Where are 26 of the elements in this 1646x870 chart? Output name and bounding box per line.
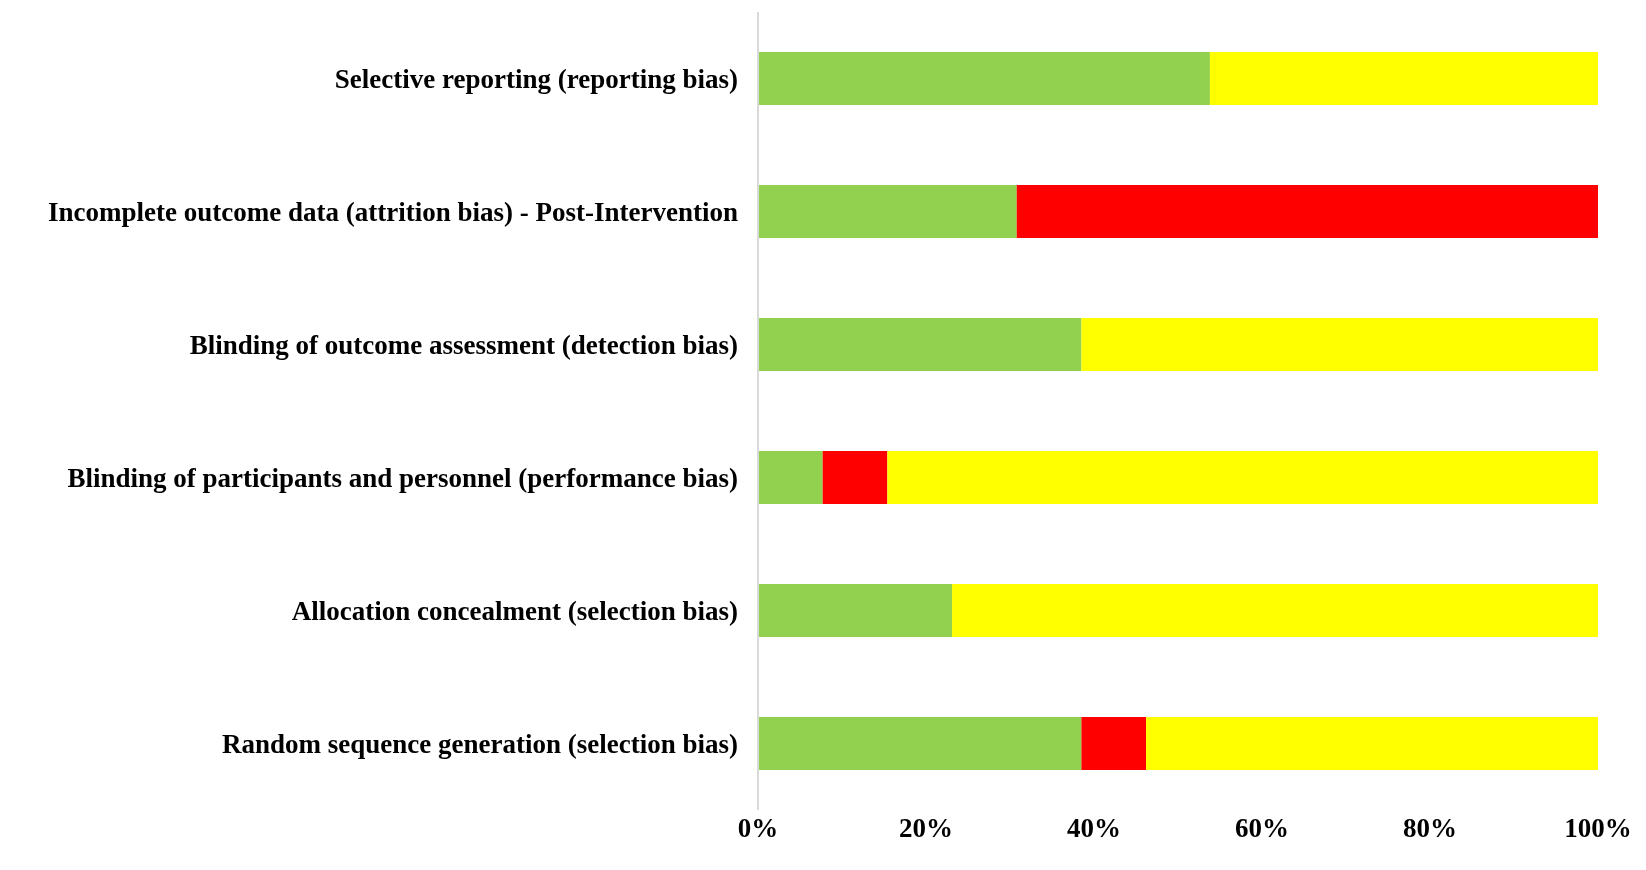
- x-tick-label: 0%: [737, 813, 779, 844]
- y-tick-label: Blinding of outcome assessment (detection bias): [189, 329, 739, 360]
- y-tick-label: Allocation concealment (selection bias): [291, 595, 739, 626]
- bar: [1081, 716, 1147, 770]
- y-tick-label: Blinding of participants and personnel (performance bias): [67, 462, 738, 493]
- y-tick-label: Selective reporting (reporting bias): [334, 63, 738, 94]
- y-tick-label: Incomplete outcome data (attrition bias) - Post-Intervention: [48, 196, 738, 227]
- bar: [1016, 184, 1598, 238]
- x-tick-label: 20%: [899, 813, 953, 844]
- bar: [887, 450, 1598, 504]
- bar: [952, 583, 1598, 637]
- bar: [758, 317, 1082, 371]
- bar: [758, 51, 1210, 105]
- bar: [758, 716, 1082, 770]
- bar: [758, 583, 953, 637]
- bar: [1081, 317, 1598, 371]
- bar: [1209, 51, 1598, 105]
- bar: [1146, 716, 1598, 770]
- x-tick-label: 40%: [1067, 813, 1121, 844]
- x-tick-label: 100%: [1564, 813, 1632, 844]
- x-tick-label: 80%: [1403, 813, 1457, 844]
- bar: [822, 450, 888, 504]
- bar: [758, 450, 823, 504]
- y-tick-label: Random sequence generation (selection bias): [222, 728, 738, 759]
- bar: [758, 184, 1017, 238]
- x-tick-label: 60%: [1235, 813, 1289, 844]
